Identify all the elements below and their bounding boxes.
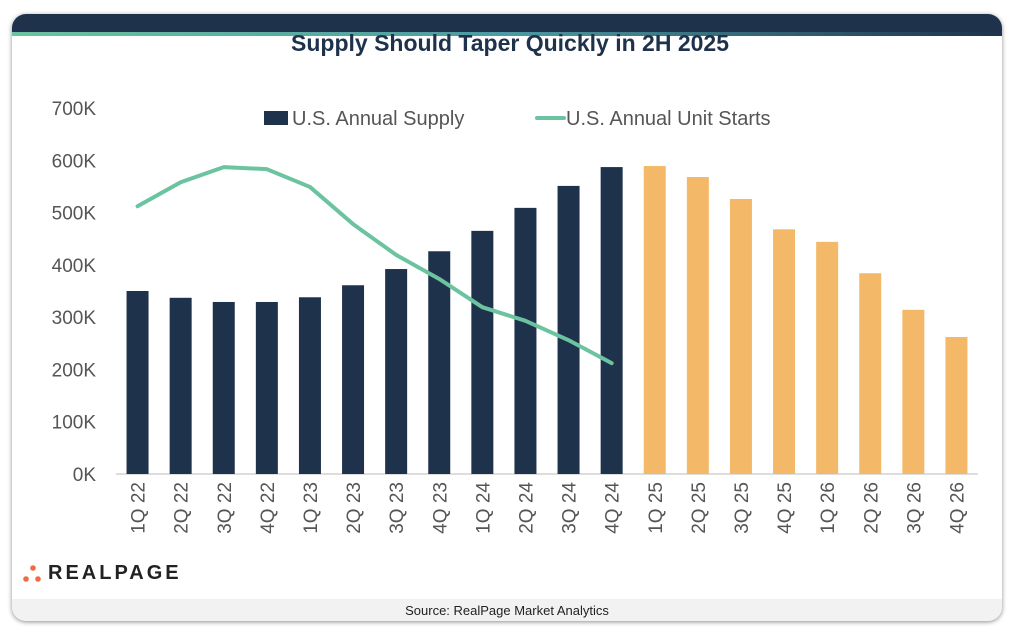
- supply-bar: [428, 251, 451, 474]
- x-tick-label: 2Q 26: [861, 482, 882, 534]
- y-tick-label: 600K: [52, 151, 97, 172]
- supply-bar: [600, 167, 623, 474]
- y-tick-label: 0K: [73, 465, 97, 486]
- header-band: [12, 14, 1002, 32]
- x-tick-label: 2Q 25: [689, 482, 710, 534]
- y-tick-label: 400K: [52, 256, 97, 277]
- supply-bar: [945, 337, 968, 474]
- supply-bar: [255, 301, 278, 474]
- supply-bar: [385, 269, 408, 474]
- y-tick-label: 500K: [52, 204, 97, 225]
- x-tick-label: 4Q 23: [430, 482, 451, 534]
- x-tick-label: 4Q 26: [947, 482, 968, 534]
- legend-label-supply: U.S. Annual Supply: [292, 108, 464, 130]
- supply-bar: [342, 285, 365, 474]
- supply-bar: [859, 273, 882, 474]
- x-tick-label: 3Q 24: [560, 482, 581, 534]
- supply-bar: [643, 166, 666, 474]
- logo-dots-icon: [23, 564, 41, 582]
- x-tick-label: 1Q 22: [129, 482, 150, 534]
- x-tick-label: 2Q 22: [172, 482, 193, 534]
- supply-bar: [212, 301, 235, 474]
- supply-bar: [773, 229, 796, 474]
- realpage-logo: REALPAGE: [22, 562, 182, 585]
- legend-swatch-supply: [264, 111, 288, 125]
- x-tick-label: 3Q 23: [387, 482, 408, 534]
- y-tick-label: 700K: [52, 99, 97, 120]
- x-tick-label: 1Q 23: [301, 482, 322, 534]
- y-tick-label: 100K: [52, 413, 97, 434]
- legend-label-starts: U.S. Annual Unit Starts: [566, 108, 771, 130]
- supply-bar: [557, 185, 580, 475]
- supply-bar: [169, 297, 192, 474]
- x-tick-label: 3Q 25: [732, 482, 753, 534]
- x-tick-label: 2Q 24: [516, 482, 537, 534]
- header-accent-line: [12, 32, 1002, 36]
- x-tick-label: 2Q 23: [344, 482, 365, 534]
- x-tick-label: 1Q 24: [473, 482, 494, 534]
- supply-bar: [126, 291, 149, 474]
- supply-bar: [902, 309, 925, 474]
- supply-bar: [816, 241, 839, 474]
- y-tick-label: 300K: [52, 308, 97, 329]
- x-tick-label: 1Q 25: [646, 482, 667, 534]
- x-tick-label: 3Q 22: [215, 482, 236, 534]
- supply-bar: [298, 297, 321, 474]
- x-tick-label: 4Q 24: [603, 482, 624, 534]
- x-tick-label: 4Q 25: [775, 482, 796, 534]
- chart-title: Supply Should Taper Quickly in 2H 2025: [291, 30, 729, 56]
- supply-bar: [729, 198, 752, 474]
- logo-wordmark: REALPAGE: [48, 562, 182, 584]
- supply-bar: [686, 177, 709, 474]
- x-tick-label: 3Q 26: [904, 482, 925, 534]
- unit-starts-line: [135, 165, 614, 366]
- x-tick-label: 4Q 22: [258, 482, 279, 534]
- source-note: Source: RealPage Market Analytics: [405, 603, 609, 618]
- y-tick-label: 200K: [52, 360, 97, 381]
- x-tick-label: 1Q 26: [818, 482, 839, 534]
- supply-bar: [471, 230, 494, 474]
- footer-bar: Source: RealPage Market Analytics: [12, 599, 1002, 621]
- supply-bar: [514, 207, 537, 474]
